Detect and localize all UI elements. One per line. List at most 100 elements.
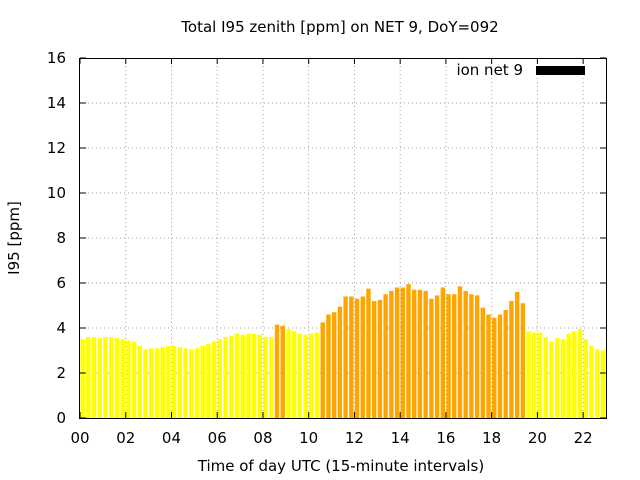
bar [326, 314, 331, 418]
bar [366, 288, 371, 419]
bar [86, 337, 91, 418]
bar [137, 346, 142, 418]
bar [600, 350, 606, 418]
x-tick-label: 12 [345, 429, 364, 447]
bar [171, 346, 177, 418]
bar [457, 286, 463, 419]
bar [394, 287, 400, 418]
bar [297, 333, 303, 419]
bar [309, 333, 314, 419]
bar [91, 337, 97, 418]
bar [274, 324, 280, 419]
bar [320, 322, 325, 419]
bar [389, 290, 394, 419]
bar [577, 329, 583, 419]
bar [360, 296, 365, 418]
bar [434, 295, 440, 419]
bar [532, 332, 537, 418]
legend-swatch [536, 66, 585, 75]
bar [246, 333, 251, 419]
bar [383, 294, 388, 418]
x-tick-label: 20 [528, 429, 547, 447]
bar [497, 314, 503, 418]
bar [143, 349, 148, 419]
bar [331, 312, 337, 418]
y-tick-label: 4 [56, 319, 66, 337]
bar [572, 331, 577, 419]
bar [509, 301, 514, 418]
bar [97, 338, 102, 419]
bar [446, 294, 451, 418]
bar [343, 296, 348, 418]
bars [80, 284, 606, 419]
bar [126, 340, 131, 419]
x-tick-label: 08 [253, 429, 272, 447]
bar [337, 306, 343, 419]
bar [200, 346, 205, 418]
bar [417, 289, 423, 418]
y-tick-label: 0 [56, 409, 66, 427]
bar [217, 339, 223, 418]
x-tick-label: 06 [208, 429, 227, 447]
x-axis-ticks: 00 02 04 06 08 10 12 14 16 18 20 22 [70, 58, 593, 447]
bar [377, 299, 383, 419]
bar [566, 333, 571, 419]
bar [223, 337, 228, 418]
bar [423, 290, 428, 419]
bar [349, 296, 354, 418]
x-tick-label: 10 [299, 429, 318, 447]
bar [549, 341, 554, 418]
bar [229, 335, 234, 419]
bar [474, 295, 480, 419]
bar [240, 334, 245, 418]
bar [211, 341, 217, 418]
x-tick-label: 16 [436, 429, 455, 447]
plot-frame [79, 58, 607, 419]
bar [183, 348, 188, 418]
legend-label: ion net 9 [456, 61, 523, 79]
bar [537, 332, 543, 418]
bar [589, 346, 594, 418]
bar [108, 337, 114, 418]
bar [120, 339, 125, 418]
bar [354, 298, 360, 418]
bar [80, 339, 85, 418]
chart-title: Total I95 zenith [ppm] on NET 9, DoY=092 [180, 18, 498, 36]
bar [469, 294, 474, 418]
x-tick-label: 22 [574, 429, 593, 447]
bar [131, 341, 137, 418]
bar [189, 349, 194, 419]
bar [371, 301, 377, 418]
bar [480, 307, 486, 418]
bar [286, 329, 291, 419]
bar [206, 343, 211, 418]
y-tick-label: 10 [47, 184, 66, 202]
bar [514, 292, 520, 418]
bar [177, 347, 183, 419]
y-tick-label: 12 [47, 139, 66, 157]
y-tick-label: 14 [47, 94, 66, 112]
bar [463, 290, 468, 419]
bar [103, 337, 108, 418]
bar [452, 294, 457, 418]
bar [251, 333, 257, 419]
bar [263, 337, 268, 418]
bar [269, 337, 274, 418]
x-tick-label: 18 [482, 429, 501, 447]
bar [303, 334, 308, 418]
y-tick-label: 16 [47, 49, 66, 67]
x-tick-label: 02 [116, 429, 135, 447]
y-tick-label: 8 [56, 229, 66, 247]
bar [400, 287, 405, 418]
bar [257, 334, 263, 418]
bar [543, 337, 548, 418]
legend: ion net 9 [456, 61, 585, 79]
bar [166, 346, 171, 418]
bar [291, 331, 297, 419]
x-tick-label: 00 [70, 429, 89, 447]
bar [412, 289, 417, 418]
bar [114, 338, 120, 419]
bar [594, 349, 600, 419]
bar [554, 338, 560, 419]
